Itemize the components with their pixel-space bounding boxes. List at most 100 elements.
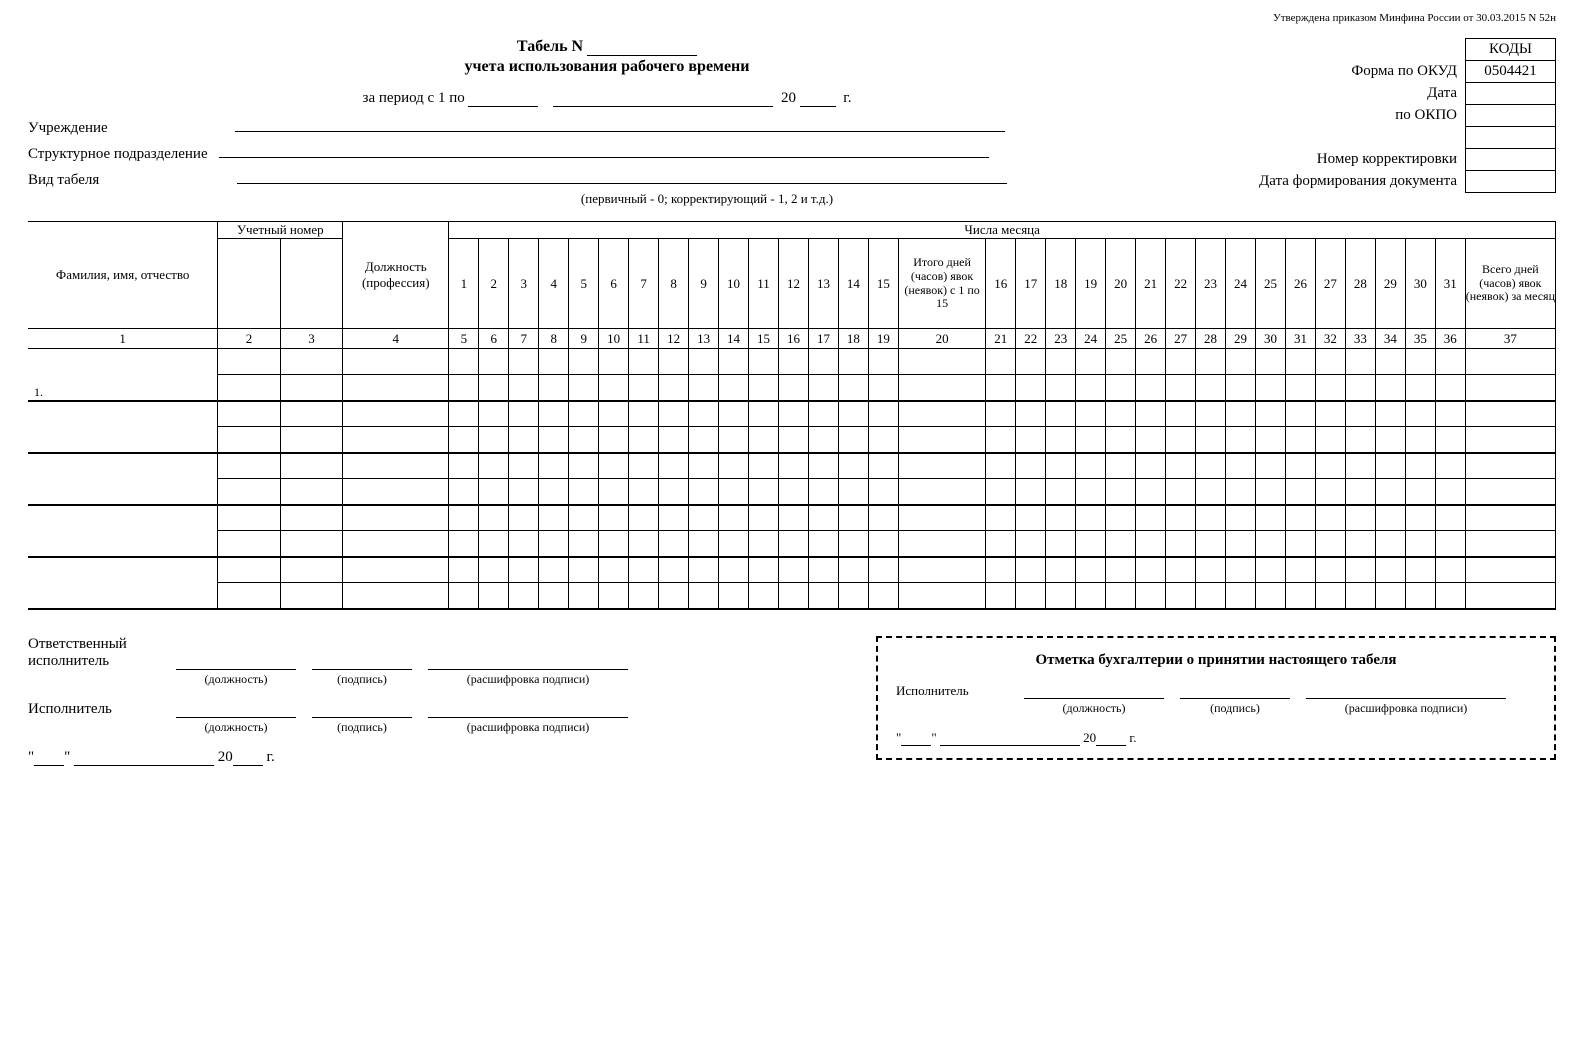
table-cell[interactable] [539, 531, 569, 557]
table-cell[interactable] [509, 427, 539, 453]
table-cell[interactable] [868, 479, 898, 505]
title-number-field[interactable] [587, 40, 697, 56]
table-cell[interactable] [280, 349, 342, 375]
table-cell[interactable] [689, 453, 719, 479]
table-cell[interactable] [1405, 349, 1435, 375]
table-cell[interactable] [1016, 583, 1046, 609]
table-cell[interactable] [1345, 557, 1375, 583]
table-cell[interactable] [898, 531, 985, 557]
table-cell[interactable] [1285, 427, 1315, 453]
table-cell[interactable] [1405, 375, 1435, 401]
table-cell[interactable] [1465, 453, 1555, 479]
table-cell[interactable] [1046, 427, 1076, 453]
table-cell[interactable] [1285, 401, 1315, 427]
resp-decode-field[interactable] [428, 654, 628, 670]
table-cell[interactable] [1315, 583, 1345, 609]
table-cell[interactable] [1166, 349, 1196, 375]
date-year-field[interactable] [233, 750, 263, 766]
table-cell[interactable] [689, 479, 719, 505]
table-cell[interactable] [1345, 427, 1375, 453]
table-cell[interactable] [449, 531, 479, 557]
table-cell[interactable] [1076, 453, 1106, 479]
table-cell[interactable] [509, 479, 539, 505]
table-cell[interactable] [986, 349, 1016, 375]
table-cell[interactable] [986, 479, 1016, 505]
table-cell[interactable] [1285, 557, 1315, 583]
table-cell[interactable]: 1. [28, 375, 218, 401]
table-cell[interactable] [1136, 531, 1166, 557]
table-cell[interactable] [778, 375, 808, 401]
table-cell[interactable] [1405, 505, 1435, 531]
table-cell[interactable] [509, 401, 539, 427]
table-cell[interactable] [1465, 427, 1555, 453]
table-cell[interactable] [1375, 557, 1405, 583]
table-cell[interactable] [898, 349, 985, 375]
table-cell[interactable] [898, 375, 985, 401]
table-cell[interactable] [1166, 453, 1196, 479]
table-cell[interactable] [838, 531, 868, 557]
table-cell[interactable] [539, 375, 569, 401]
table-cell[interactable] [1046, 349, 1076, 375]
table-cell[interactable] [1315, 375, 1345, 401]
table-cell[interactable] [629, 375, 659, 401]
table-cell[interactable] [659, 427, 689, 453]
table-cell[interactable] [629, 479, 659, 505]
table-cell[interactable] [218, 583, 280, 609]
table-cell[interactable] [1226, 375, 1256, 401]
table-cell[interactable] [1166, 583, 1196, 609]
table-cell[interactable] [1076, 479, 1106, 505]
table-cell[interactable] [479, 427, 509, 453]
table-cell[interactable] [1405, 531, 1435, 557]
table-cell[interactable] [1345, 349, 1375, 375]
table-cell[interactable] [659, 349, 689, 375]
table-cell[interactable] [808, 479, 838, 505]
table-cell[interactable] [1076, 375, 1106, 401]
table-cell[interactable] [539, 427, 569, 453]
table-cell[interactable] [1166, 531, 1196, 557]
exec-position-field[interactable] [176, 702, 296, 718]
table-cell[interactable] [1255, 479, 1285, 505]
table-cell[interactable] [1285, 453, 1315, 479]
table-cell[interactable] [868, 531, 898, 557]
table-cell[interactable] [1435, 557, 1465, 583]
table-cell[interactable] [868, 557, 898, 583]
table-cell[interactable] [808, 375, 838, 401]
table-cell[interactable] [449, 583, 479, 609]
table-cell[interactable] [1016, 453, 1046, 479]
table-cell[interactable] [1375, 583, 1405, 609]
table-cell[interactable] [778, 427, 808, 453]
table-cell[interactable] [868, 505, 898, 531]
table-cell[interactable] [1255, 453, 1285, 479]
table-cell[interactable] [280, 375, 342, 401]
table-cell[interactable] [778, 583, 808, 609]
table-cell[interactable] [749, 531, 779, 557]
table-cell[interactable] [509, 375, 539, 401]
table-cell[interactable] [629, 349, 659, 375]
table-cell[interactable] [509, 531, 539, 557]
codes-extra-value-1[interactable] [1466, 149, 1556, 171]
table-cell[interactable] [218, 557, 280, 583]
table-cell[interactable] [868, 583, 898, 609]
table-cell[interactable] [659, 479, 689, 505]
table-cell[interactable] [1375, 531, 1405, 557]
table-cell[interactable] [218, 531, 280, 557]
table-cell[interactable] [1076, 583, 1106, 609]
table-cell[interactable] [719, 375, 749, 401]
table-cell[interactable] [1046, 505, 1076, 531]
table-cell[interactable] [1465, 557, 1555, 583]
table-cell[interactable] [1315, 531, 1345, 557]
acct-position-field[interactable] [1024, 683, 1164, 699]
table-cell[interactable] [343, 401, 449, 427]
table-cell[interactable] [1106, 531, 1136, 557]
table-cell[interactable] [689, 531, 719, 557]
table-cell[interactable] [343, 427, 449, 453]
sheet-type-field[interactable] [237, 169, 1007, 184]
table-cell[interactable] [629, 583, 659, 609]
table-cell[interactable] [280, 505, 342, 531]
table-cell[interactable] [749, 401, 779, 427]
table-cell[interactable] [1285, 531, 1315, 557]
table-cell[interactable] [28, 453, 218, 479]
table-cell[interactable] [749, 349, 779, 375]
table-cell[interactable] [778, 531, 808, 557]
table-cell[interactable] [1226, 427, 1256, 453]
